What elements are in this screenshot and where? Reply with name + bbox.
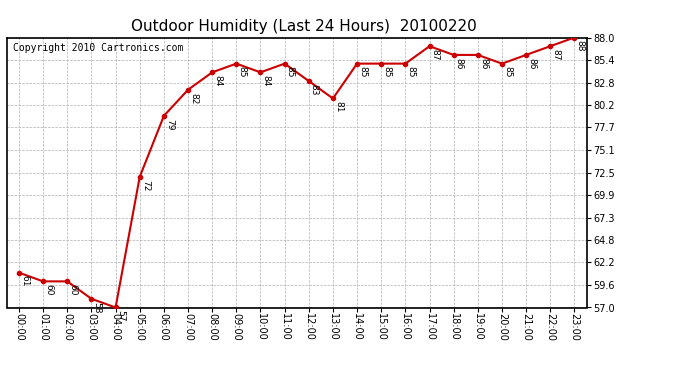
Text: 85: 85 bbox=[382, 66, 391, 78]
Text: 60: 60 bbox=[68, 284, 77, 296]
Text: 83: 83 bbox=[310, 84, 319, 95]
Text: 85: 85 bbox=[286, 66, 295, 78]
Text: 84: 84 bbox=[262, 75, 270, 87]
Text: 79: 79 bbox=[165, 118, 174, 130]
Text: 60: 60 bbox=[44, 284, 53, 296]
Text: 84: 84 bbox=[213, 75, 222, 87]
Text: 58: 58 bbox=[92, 302, 101, 313]
Text: 85: 85 bbox=[503, 66, 512, 78]
Text: 85: 85 bbox=[237, 66, 246, 78]
Text: 61: 61 bbox=[20, 276, 29, 287]
Text: 57: 57 bbox=[117, 310, 126, 322]
Text: 88: 88 bbox=[575, 40, 584, 52]
Text: 85: 85 bbox=[358, 66, 367, 78]
Text: 87: 87 bbox=[551, 49, 560, 60]
Text: 86: 86 bbox=[455, 58, 464, 69]
Text: Copyright 2010 Cartronics.com: Copyright 2010 Cartronics.com bbox=[12, 43, 183, 53]
Text: 85: 85 bbox=[406, 66, 415, 78]
Text: 87: 87 bbox=[431, 49, 440, 60]
Text: 86: 86 bbox=[527, 58, 536, 69]
Text: 86: 86 bbox=[479, 58, 488, 69]
Text: 72: 72 bbox=[141, 180, 150, 191]
Text: 82: 82 bbox=[189, 93, 198, 104]
Text: Outdoor Humidity (Last 24 Hours)  20100220: Outdoor Humidity (Last 24 Hours) 2010022… bbox=[130, 19, 477, 34]
Text: 81: 81 bbox=[334, 101, 343, 113]
